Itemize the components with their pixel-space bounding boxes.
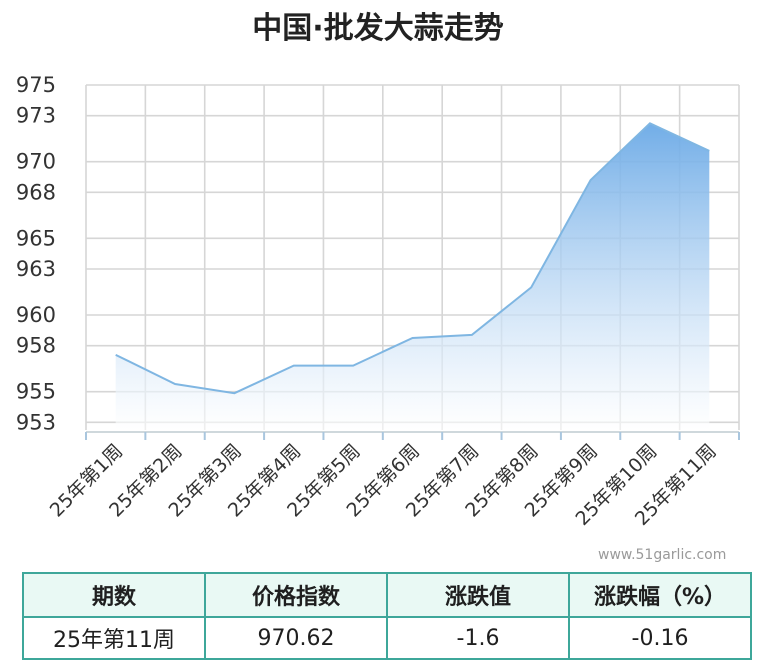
chart-title: 中国·批发大蒜走势 bbox=[252, 11, 503, 46]
series-area bbox=[115, 123, 710, 430]
header-period: 期数 bbox=[22, 572, 206, 618]
y-tick-label: 965 bbox=[16, 226, 56, 250]
y-tick-label: 958 bbox=[16, 334, 56, 358]
cell-change-value: -1.6 bbox=[386, 616, 570, 660]
y-tick-label: 953 bbox=[16, 410, 56, 434]
y-tick-label: 970 bbox=[16, 150, 56, 174]
trend-chart: 中国·批发大蒜走势 953 955 958 960 963 965 968 970 973 975… bbox=[16, 11, 740, 530]
cell-price-index: 970.62 bbox=[204, 616, 388, 660]
x-axis-ticks: 25年第1周25年第2周25年第3周25年第4周25年第5周25年第6周25年第… bbox=[46, 440, 721, 530]
y-axis-ticks: 953 955 958 960 963 965 968 970 973 975 bbox=[16, 73, 56, 434]
summary-table: 期数 价格指数 涨跌值 涨跌幅（%） 25年第11周 970.62 -1.6 -… bbox=[22, 572, 752, 660]
watermark: www.51garlic.com bbox=[598, 547, 727, 563]
header-change-value: 涨跌值 bbox=[386, 572, 570, 618]
y-tick-label: 968 bbox=[16, 180, 56, 204]
y-tick-label: 973 bbox=[16, 104, 56, 128]
cell-period: 25年第11周 bbox=[22, 616, 206, 660]
y-tick-label: 955 bbox=[16, 380, 56, 404]
header-change-percent: 涨跌幅（%） bbox=[568, 572, 752, 618]
cell-change-percent: -0.16 bbox=[568, 616, 752, 660]
grid-lines bbox=[85, 84, 740, 430]
axis-layer bbox=[85, 431, 740, 440]
area-layer bbox=[115, 122, 710, 430]
table-header-row: 期数 价格指数 涨跌值 涨跌幅（%） bbox=[22, 572, 752, 618]
y-tick-label: 960 bbox=[16, 303, 56, 327]
y-tick-label: 975 bbox=[16, 73, 56, 97]
header-price-index: 价格指数 bbox=[204, 572, 388, 618]
y-tick-label: 963 bbox=[16, 257, 56, 281]
table-row: 25年第11周 970.62 -1.6 -0.16 bbox=[22, 616, 752, 660]
